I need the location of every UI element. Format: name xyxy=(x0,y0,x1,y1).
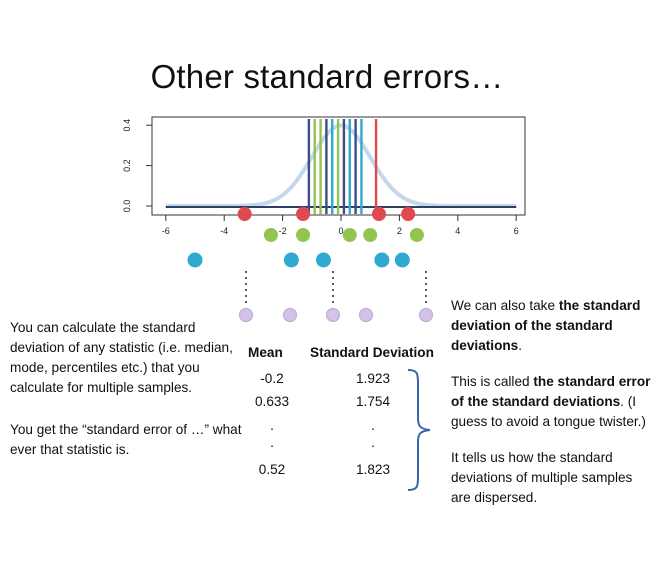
green-dot xyxy=(342,228,357,242)
y-tick-label: 0.2 xyxy=(122,159,132,172)
green-dot xyxy=(296,228,311,242)
left-paragraph-1: You can calculate the standard deviation… xyxy=(10,320,233,395)
y-tick-label: 0.0 xyxy=(122,200,132,213)
x-tick-label: 2 xyxy=(397,226,402,236)
y-tick-label: 0.4 xyxy=(122,119,132,132)
right-explanation: We can also take the standard deviation … xyxy=(451,296,651,524)
sd-header: Standard Deviation xyxy=(310,345,434,360)
mean-cell: 0.52 xyxy=(258,462,286,477)
right-paragraph-2: This is called the standard error of the… xyxy=(451,372,651,432)
text-span: . xyxy=(518,338,523,353)
red-dot xyxy=(371,207,386,221)
bold-span: the standard error of the standard devia… xyxy=(451,374,651,409)
bold-span: the standard deviation of the standard d… xyxy=(451,298,641,353)
text-span: We can also take xyxy=(451,298,559,313)
sd-cell: 1.823 xyxy=(355,462,391,477)
x-tick-label: -6 xyxy=(162,226,170,236)
sample-dots xyxy=(187,207,424,268)
curly-brace xyxy=(407,369,431,491)
mean-cell: . xyxy=(270,418,274,433)
right-paragraph-1: We can also take the standard deviation … xyxy=(451,296,651,356)
green-dot xyxy=(263,228,278,242)
blue-dot xyxy=(374,252,390,268)
red-dot xyxy=(401,207,416,221)
right-paragraph-3: It tells us how the standard deviations … xyxy=(451,450,633,505)
x-tick-label: 4 xyxy=(455,226,460,236)
plot-axes: 0.0 0.2 0.4 -6 -4 -2 0 2 4 6 xyxy=(122,116,526,236)
left-paragraph-2: You get the “standard error of …” what e… xyxy=(10,422,242,457)
lavender-dot xyxy=(326,308,340,322)
sd-cell: . xyxy=(371,418,375,433)
x-tick-label: -4 xyxy=(220,226,228,236)
sd-cell: . xyxy=(371,435,375,450)
mean-cell: -0.2 xyxy=(260,371,284,386)
lavender-dot xyxy=(239,308,253,322)
sd-cell: 1.923 xyxy=(355,371,391,386)
blue-dot xyxy=(315,252,331,268)
mean-cell: 0.633 xyxy=(254,394,290,409)
sd-cell: 1.754 xyxy=(355,394,391,409)
red-dot xyxy=(237,207,252,221)
mean-header: Mean xyxy=(248,345,283,360)
normal-distribution-plot: 0.0 0.2 0.4 -6 -4 -2 0 2 4 6 xyxy=(122,116,526,322)
left-explanation: You can calculate the standard deviation… xyxy=(10,318,250,482)
blue-dot xyxy=(187,252,203,268)
blue-dot xyxy=(283,252,299,268)
lavender-dot xyxy=(419,308,433,322)
x-tick-label: 0 xyxy=(338,226,343,236)
x-tick-label: -2 xyxy=(279,226,287,236)
mean-cell: . xyxy=(270,435,274,450)
green-dot xyxy=(363,228,378,242)
lavender-dot xyxy=(359,308,373,322)
x-tick-label: 6 xyxy=(514,226,519,236)
lavender-dots xyxy=(239,271,433,322)
green-dot xyxy=(409,228,424,242)
red-dot xyxy=(296,207,311,221)
slide-title: Other standard errors… xyxy=(150,58,504,95)
blue-dot xyxy=(394,252,410,268)
vertical-lines xyxy=(307,119,378,214)
text-span: . (I guess to avoid a tongue twister.) xyxy=(451,394,646,429)
density-curve xyxy=(165,123,517,208)
normal-curve xyxy=(165,123,517,208)
text-span: This is called xyxy=(451,374,534,389)
lavender-dot xyxy=(283,308,297,322)
